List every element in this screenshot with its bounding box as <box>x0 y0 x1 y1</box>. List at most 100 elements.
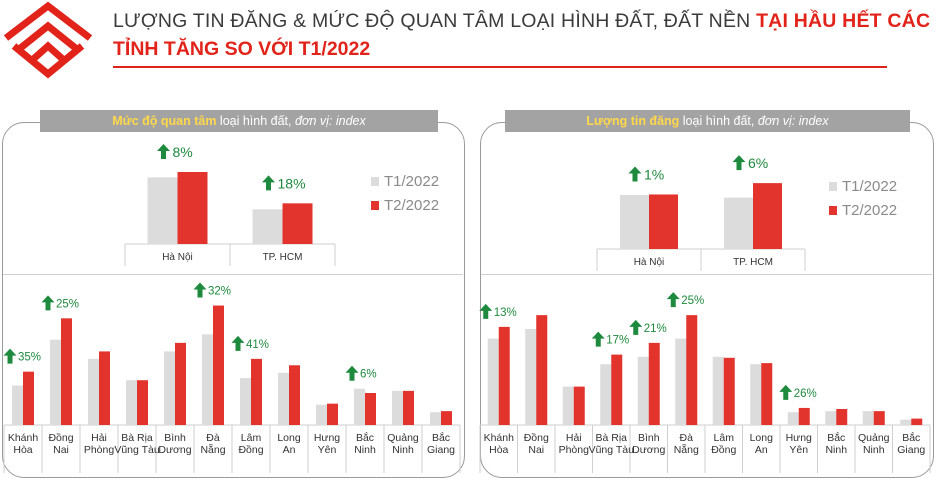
up-arrow-icon <box>41 295 55 311</box>
title-highlight: TẠI HẦU HẾT CÁC <box>756 10 931 32</box>
page-title-line-2: TỈNH TĂNG SO VỚI T1/2022 <box>113 38 371 60</box>
bar-t2 <box>441 411 452 425</box>
bar-t1 <box>392 390 403 425</box>
bar-t1 <box>252 209 283 244</box>
x-tick-label: Hưng Yên <box>786 432 812 456</box>
change-label: 41% <box>246 339 269 351</box>
up-arrow-icon <box>732 155 746 171</box>
change-label: 6% <box>360 369 377 381</box>
bar-t1 <box>637 356 649 425</box>
change-label: 35% <box>18 352 41 364</box>
x-tick-label: Quảng Ninh <box>858 432 890 456</box>
bar-t1 <box>316 404 327 425</box>
x-tick-label: Bắc Giang <box>427 431 455 456</box>
up-arrow-icon <box>779 384 793 400</box>
bar-t2 <box>498 326 510 425</box>
listing-panel-header: Lượng tin đăng loại hình đất, đơn vị: in… <box>505 110 910 132</box>
x-tick-label: Long An <box>277 432 301 456</box>
x-tick-label: Bà Rịa Vũng Tàu <box>589 432 635 456</box>
legend-marker <box>829 182 837 191</box>
change-label: 8% <box>173 144 193 160</box>
up-arrow-icon <box>628 166 642 182</box>
up-arrow-icon <box>262 175 275 191</box>
bar-t2 <box>686 315 698 425</box>
bar-t2 <box>327 403 338 425</box>
x-tick-label: Bắc Ninh <box>354 431 376 456</box>
legend-label: T1/2022 <box>384 173 439 190</box>
bar-t2 <box>213 305 224 425</box>
bar-t1 <box>525 329 537 425</box>
panel-header-unit: đơn vị: index <box>757 114 829 128</box>
bar-t2 <box>798 407 810 425</box>
listing-panel <box>480 122 934 478</box>
bar-t2 <box>723 357 735 425</box>
bar-t1 <box>88 358 99 425</box>
bar-t1 <box>620 195 649 249</box>
panel-header-highlight: Lượng tin đăng <box>586 114 680 128</box>
legend-marker <box>371 177 379 186</box>
up-arrow-icon <box>591 331 605 347</box>
up-arrow-icon <box>3 348 17 364</box>
x-tick-label: Khánh Hòa <box>484 432 515 456</box>
change-label: 18% <box>278 175 306 191</box>
bar-t2 <box>611 354 623 425</box>
x-tick-label: Hải Phòng <box>559 432 590 456</box>
bar-t2 <box>365 393 376 425</box>
x-tick-label: Hải Phòng <box>84 432 115 456</box>
bar-t2 <box>251 358 262 425</box>
bar-t1 <box>430 412 441 425</box>
up-arrow-icon <box>231 335 245 351</box>
change-label: 13% <box>494 307 517 319</box>
x-tick-label: Bắc Ninh <box>825 431 847 456</box>
x-tick-label: Bình Dương <box>632 432 665 456</box>
bar-t1 <box>354 388 365 425</box>
change-label: 26% <box>794 388 817 400</box>
up-arrow-icon <box>345 365 359 381</box>
bar-t2 <box>99 351 110 425</box>
bar-t1 <box>240 378 251 425</box>
title-underline <box>113 66 887 68</box>
x-tick-label: Đồng Nai <box>48 432 73 456</box>
title-prefix: LƯỢNG TIN ĐĂNG & MỨC ĐỘ QUAN TÂM LOẠI HÌ… <box>113 10 757 32</box>
legend-label: T2/2022 <box>842 202 897 219</box>
bar-t1 <box>600 364 612 425</box>
x-tick-label: Bình Dương <box>158 432 191 456</box>
panel-header-highlight: Mức độ quan tâm <box>112 114 217 128</box>
bar-t1 <box>164 351 175 425</box>
x-tick-label: Bà Rịa Vũng Tàu <box>114 432 160 456</box>
bar-t2 <box>911 418 923 425</box>
bar-t2 <box>836 409 848 425</box>
bar-t1 <box>147 177 178 244</box>
bar-t2 <box>403 390 414 425</box>
legend-marker <box>829 206 837 215</box>
bar-t2 <box>289 365 300 425</box>
page-title-line-1: LƯỢNG TIN ĐĂNG & MỨC ĐỘ QUAN TÂM LOẠI HÌ… <box>113 10 930 33</box>
bar-t1 <box>562 386 574 425</box>
bar-t2 <box>61 318 72 425</box>
bar-t2 <box>648 342 660 425</box>
x-tick-label: Lâm Đồng <box>711 432 736 456</box>
change-label: 21% <box>644 323 667 335</box>
x-tick-label: Long An <box>750 432 774 456</box>
x-tick-label: Đà Nẵng <box>200 432 225 456</box>
change-label: 32% <box>208 286 231 298</box>
legend-label: T2/2022 <box>384 197 439 214</box>
x-tick-label: Quảng Ninh <box>387 432 419 456</box>
x-tick-label: Lâm Đồng <box>238 432 263 456</box>
bar-t1 <box>12 385 23 425</box>
bar-t2 <box>137 380 148 425</box>
panel-divider <box>481 274 932 275</box>
panel-divider <box>3 274 463 275</box>
bar-t1 <box>675 338 687 425</box>
legend-marker <box>371 201 379 210</box>
up-arrow-icon <box>193 282 207 298</box>
panel-header-text: loại hình đất, <box>216 114 295 128</box>
change-label: 6% <box>748 155 768 171</box>
brand-logo <box>3 1 93 79</box>
bar-t2 <box>753 183 782 249</box>
bar-t1 <box>787 412 799 425</box>
up-arrow-icon <box>666 292 680 308</box>
bar-t1 <box>50 339 61 425</box>
up-arrow-icon <box>157 144 170 159</box>
